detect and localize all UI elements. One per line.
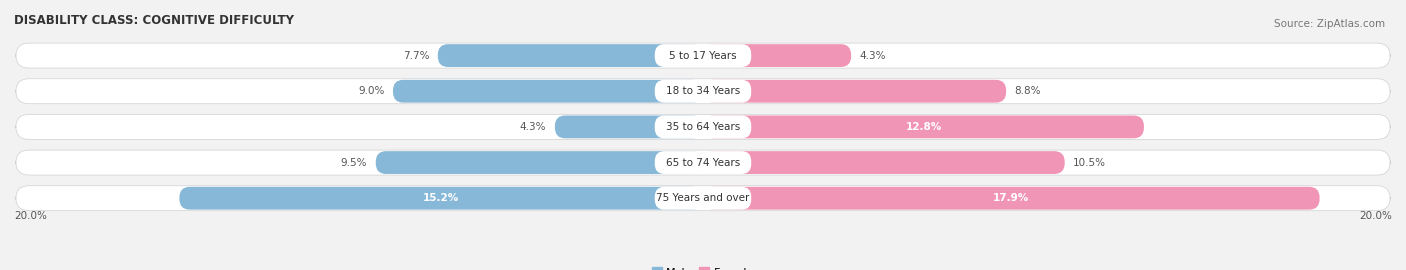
FancyBboxPatch shape: [15, 43, 1391, 68]
Text: 10.5%: 10.5%: [1073, 158, 1107, 168]
Legend: Male, Female: Male, Female: [647, 263, 759, 270]
Text: 8.8%: 8.8%: [1015, 86, 1042, 96]
Text: 15.2%: 15.2%: [423, 193, 460, 203]
Text: 20.0%: 20.0%: [14, 211, 46, 221]
FancyBboxPatch shape: [555, 116, 703, 138]
FancyBboxPatch shape: [703, 187, 1320, 210]
Text: 12.8%: 12.8%: [905, 122, 942, 132]
FancyBboxPatch shape: [15, 114, 1391, 139]
FancyBboxPatch shape: [180, 187, 703, 210]
Text: 20.0%: 20.0%: [1360, 211, 1392, 221]
FancyBboxPatch shape: [655, 151, 751, 174]
Text: 9.5%: 9.5%: [340, 158, 367, 168]
FancyBboxPatch shape: [15, 186, 1391, 211]
Text: 75 Years and over: 75 Years and over: [657, 193, 749, 203]
FancyBboxPatch shape: [703, 80, 1007, 103]
Text: 17.9%: 17.9%: [993, 193, 1029, 203]
FancyBboxPatch shape: [437, 44, 703, 67]
FancyBboxPatch shape: [703, 116, 1144, 138]
FancyBboxPatch shape: [655, 187, 751, 210]
Text: 18 to 34 Years: 18 to 34 Years: [666, 86, 740, 96]
FancyBboxPatch shape: [375, 151, 703, 174]
Text: 35 to 64 Years: 35 to 64 Years: [666, 122, 740, 132]
Text: 4.3%: 4.3%: [859, 50, 886, 60]
Text: Source: ZipAtlas.com: Source: ZipAtlas.com: [1274, 19, 1385, 29]
FancyBboxPatch shape: [15, 79, 1391, 104]
Text: 5 to 17 Years: 5 to 17 Years: [669, 50, 737, 60]
FancyBboxPatch shape: [392, 80, 703, 103]
Text: 4.3%: 4.3%: [520, 122, 547, 132]
FancyBboxPatch shape: [703, 44, 851, 67]
FancyBboxPatch shape: [655, 116, 751, 138]
FancyBboxPatch shape: [15, 150, 1391, 175]
Text: 7.7%: 7.7%: [402, 50, 429, 60]
Text: DISABILITY CLASS: COGNITIVE DIFFICULTY: DISABILITY CLASS: COGNITIVE DIFFICULTY: [14, 14, 294, 27]
Text: 9.0%: 9.0%: [359, 86, 384, 96]
FancyBboxPatch shape: [703, 151, 1064, 174]
FancyBboxPatch shape: [655, 44, 751, 67]
Text: 65 to 74 Years: 65 to 74 Years: [666, 158, 740, 168]
FancyBboxPatch shape: [655, 80, 751, 103]
